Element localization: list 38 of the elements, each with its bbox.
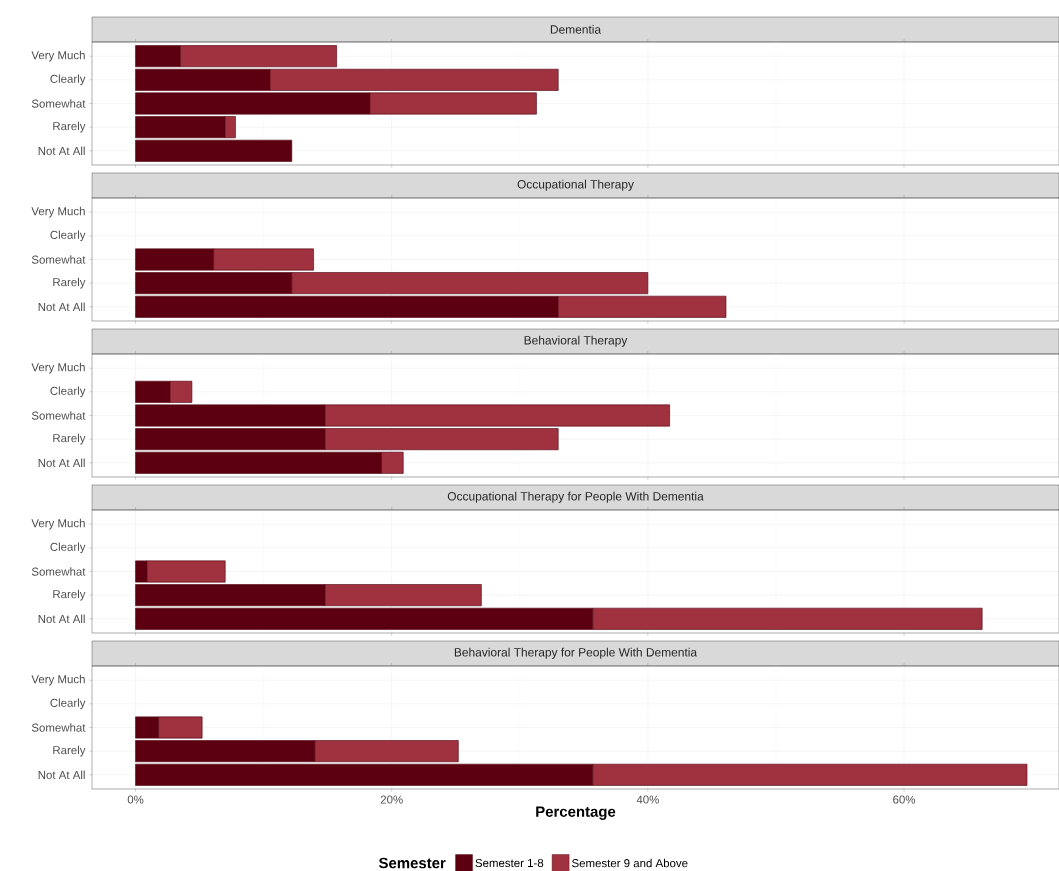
y-tick-label: Very Much (31, 206, 85, 218)
y-tick-label: Very Much (31, 674, 85, 686)
chart-title: Occupational Therapy for People With Dementia (447, 491, 704, 503)
y-tick-label: Not At All (38, 770, 85, 779)
x-tick-label: 0% (127, 795, 144, 804)
y-tick-label: Rarely (53, 589, 86, 601)
y-tick-label: Rarely (53, 277, 86, 289)
chart-title: Behavioral Therapy for People With Dementia (454, 647, 698, 659)
y-tick-label: Clearly (50, 698, 86, 710)
x-axis-title: Percentage (536, 806, 616, 820)
y-tick-label: Rarely (53, 433, 86, 445)
y-tick-label: Clearly (50, 230, 86, 242)
chart-title: Dementia (550, 24, 602, 34)
y-tick-label: Somewhat (31, 255, 86, 264)
y-tick-label: Somewhat (31, 567, 86, 576)
x-tick-label: 60% (893, 795, 916, 804)
y-tick-label: Clearly (50, 74, 86, 86)
chart-title: Occupational Therapy (517, 179, 634, 191)
y-tick-label: Somewhat (31, 723, 86, 732)
legend-label: Semester 9 and Above (572, 858, 688, 868)
y-tick-label: Clearly (50, 542, 86, 554)
legend-title: Semester (378, 857, 446, 869)
y-tick-label: Rarely (53, 121, 86, 133)
y-tick-label: Very Much (31, 50, 85, 62)
y-tick-label: Not At All (38, 302, 85, 311)
y-tick-label: Not At All (38, 146, 85, 155)
y-tick-label: Not At All (38, 614, 85, 623)
chart-title: Behavioral Therapy (524, 335, 628, 347)
y-tick-label: Very Much (31, 362, 85, 374)
y-tick-label: Not At All (38, 458, 85, 467)
y-tick-label: Somewhat (31, 411, 86, 420)
y-tick-label: Very Much (31, 518, 85, 530)
y-tick-label: Clearly (50, 386, 86, 398)
x-tick-label: 20% (380, 795, 403, 804)
x-tick-label: 40% (636, 795, 659, 804)
y-tick-label: Rarely (53, 745, 86, 757)
legend-label: Semester 1-8 (475, 858, 544, 868)
y-tick-label: Somewhat (31, 99, 86, 108)
